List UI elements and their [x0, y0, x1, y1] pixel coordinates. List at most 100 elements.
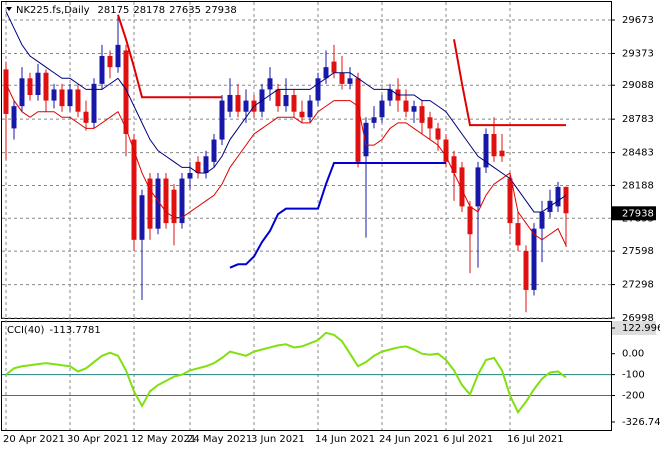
- candle-body: [219, 100, 225, 140]
- candle-body: [555, 186, 561, 207]
- candle-body: [451, 156, 457, 173]
- candle-body: [155, 178, 161, 229]
- candle-body: [427, 117, 433, 129]
- candle-body: [419, 106, 425, 123]
- candle-body: [243, 100, 249, 112]
- candle-body: [483, 133, 489, 168]
- candle-body: [347, 78, 353, 84]
- candle-body: [291, 95, 297, 112]
- y-tick-label: 28483: [622, 148, 654, 159]
- candle-body: [195, 161, 201, 173]
- candle-body: [339, 72, 345, 84]
- candle-body: [107, 56, 113, 68]
- cci-value: -113.7781: [49, 325, 100, 336]
- x-tick-label: 20 Apr 2021: [3, 434, 65, 445]
- y-tick-label: 0.00: [622, 349, 644, 360]
- x-tick-label: 3 Jun 2021: [251, 434, 305, 445]
- candle-body: [515, 223, 521, 246]
- price-panel: [1, 1, 612, 319]
- candle-body: [51, 89, 57, 101]
- x-tick-label: 24 May 2021: [187, 434, 252, 445]
- candle-body: [179, 178, 185, 224]
- candle-body: [435, 128, 441, 140]
- candle-body: [11, 106, 17, 129]
- candle-body: [115, 44, 121, 68]
- candle-body: [267, 78, 273, 90]
- ohlc-value: 27938: [205, 5, 237, 16]
- candle-body: [43, 72, 49, 101]
- candle-body: [443, 139, 449, 162]
- y-tick-label: 28783: [622, 114, 654, 125]
- x-tick-label: 24 Jun 2021: [379, 434, 439, 445]
- candle-body: [387, 89, 393, 101]
- candle-body: [363, 122, 369, 157]
- candle-body: [275, 89, 281, 107]
- y-tick-label: 27598: [622, 246, 654, 257]
- candle-body: [67, 89, 73, 107]
- y-tick-label: 26998: [622, 313, 654, 324]
- y-tick-label: -200: [622, 391, 645, 402]
- y-tick-label: 29088: [622, 80, 654, 91]
- indicator-line: [5, 11, 567, 213]
- candle-body: [507, 178, 513, 224]
- candle-body: [75, 89, 81, 112]
- y-tick-label: 29373: [622, 48, 654, 59]
- candle-body: [235, 95, 241, 112]
- candle-body: [307, 100, 313, 118]
- y-tick-label: 27298: [622, 280, 654, 291]
- candle-body: [35, 72, 41, 96]
- chart-title: NK225.fs,Daily: [16, 5, 90, 16]
- candle-body: [523, 250, 529, 290]
- menu-arrow: [6, 7, 12, 11]
- cci-top-box: [612, 321, 656, 335]
- candle-body: [315, 78, 321, 101]
- candle-body: [371, 117, 377, 123]
- candle-body: [163, 178, 169, 224]
- candle-body: [323, 67, 329, 79]
- candle-body: [227, 95, 233, 112]
- candle-body: [459, 167, 465, 207]
- ohlc-value: 27635: [169, 5, 201, 16]
- candle-body: [19, 78, 25, 107]
- cci-title: CCI(40): [7, 325, 45, 336]
- candle-body: [283, 95, 289, 107]
- candle-body: [99, 56, 105, 84]
- candle-body: [539, 211, 545, 229]
- current-price: 27938: [622, 208, 654, 219]
- candle-body: [379, 100, 385, 118]
- candle-body: [491, 133, 497, 157]
- ohlc-value: 28178: [133, 5, 165, 16]
- cci-line: [5, 331, 567, 415]
- candle-body: [59, 89, 65, 107]
- ohlc-value: 28175: [98, 5, 130, 16]
- x-tick-label: 6 Jul 2021: [443, 434, 493, 445]
- x-tick-label: 30 Apr 2021: [67, 434, 129, 445]
- indicator-line: [117, 14, 566, 127]
- y-tick-label: 29673: [622, 15, 654, 26]
- candle-body: [403, 100, 409, 112]
- candle-body: [299, 111, 305, 118]
- candle-body: [211, 139, 217, 162]
- x-tick-label: 12 May 2021: [131, 434, 196, 445]
- candle-body: [147, 178, 153, 229]
- candle-body: [187, 172, 193, 179]
- indicator-line: [229, 161, 446, 269]
- candle-body: [3, 69, 9, 114]
- y-tick-label: -326.744: [622, 417, 660, 428]
- candle-body: [131, 139, 137, 240]
- candle-body: [171, 189, 177, 224]
- current-price-box: [612, 206, 656, 221]
- x-tick-label: 14 Jun 2021: [315, 434, 375, 445]
- candle-body: [203, 156, 209, 173]
- y-tick-label: 28188: [622, 180, 654, 191]
- candle-body: [27, 78, 33, 96]
- y-tick-label: 122.9967: [622, 323, 660, 334]
- cci-panel: [1, 321, 612, 431]
- indicator-line: [5, 83, 567, 246]
- candle-body: [83, 111, 89, 123]
- x-tick-label: 16 Jul 2021: [507, 434, 564, 445]
- candle-body: [411, 106, 417, 112]
- candle-body: [355, 78, 361, 162]
